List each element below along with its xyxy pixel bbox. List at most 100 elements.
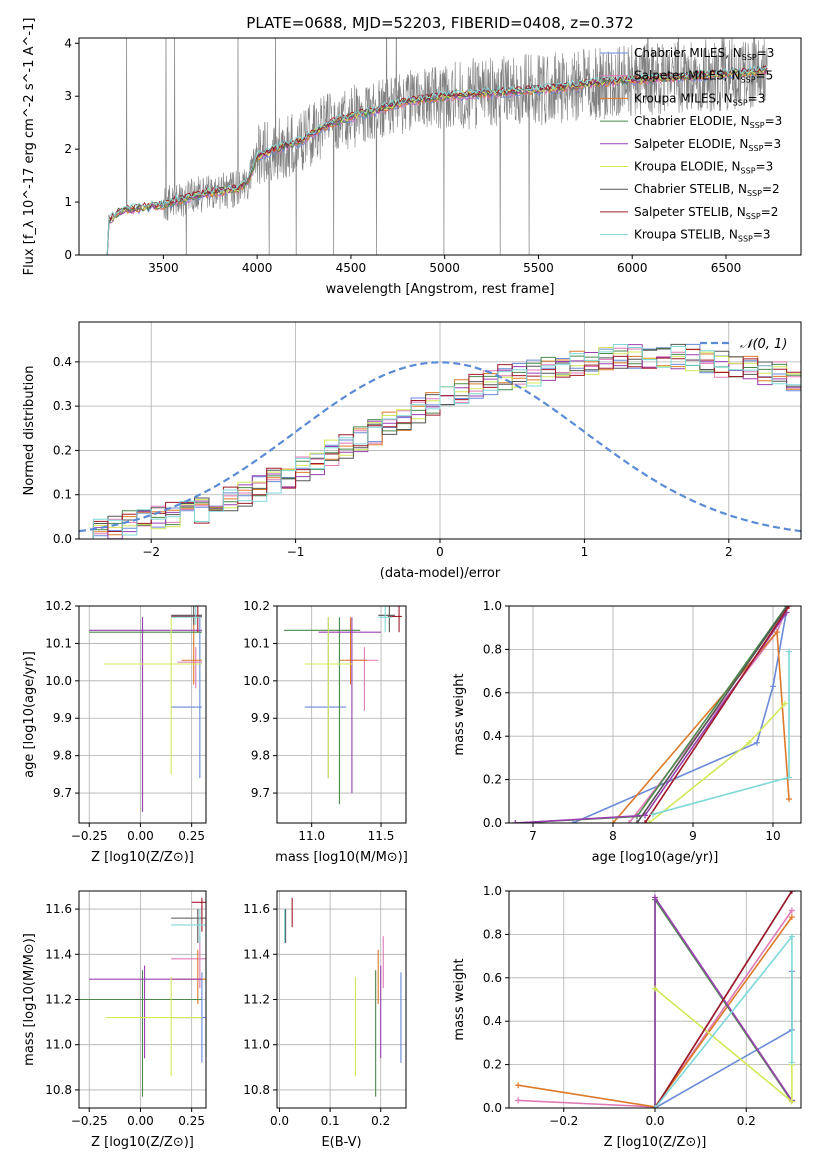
mass_weight_vs_age-panel: 7 8 9 10 0.0 0.2 0.4 0.6 0.8 1.0 age [log10(age/yr…	[452, 599, 802, 865]
y-tick-label: 11.6	[243, 902, 270, 916]
legend-label-kroupa_stelib: Kroupa STELIB, NSSP=3	[634, 228, 771, 244]
x-tick-label: 6000	[617, 261, 648, 275]
y-tick-label: 0.2	[483, 1058, 502, 1072]
y-tick-label: 9.8	[53, 749, 72, 763]
legend-label-kroupa_elodie: Kroupa ELODIE, NSSP=3	[634, 160, 773, 176]
mass_weight_vs_age-plot-area	[512, 606, 792, 823]
model-spectrum-salpeter_miles	[106, 69, 768, 255]
legend-subscript: SSP	[742, 53, 757, 62]
x-tick-label: −0.2	[549, 1114, 578, 1128]
y-tick-label: 10.1	[243, 636, 270, 650]
legend-count: =3	[765, 114, 783, 128]
age_vs_Z-panel: −0.25 0.00 0.25 9.7 9.8 9.9 10.0 10.1 10.2 Z [log…	[22, 599, 207, 865]
y-tick-label: 0.4	[53, 355, 72, 369]
legend-text: Salpeter MILES, N	[634, 69, 741, 83]
y-tick-label: 10.0	[45, 674, 72, 688]
legend-count: =3	[753, 228, 771, 242]
y-tick-label: 9.9	[251, 711, 270, 725]
y-axis-label: mass [log10(M/M⊙)]	[22, 933, 37, 1066]
y-tick-label: 11.4	[243, 947, 270, 961]
y-tick-label: 0.3	[53, 399, 72, 413]
mass-weight-marker-kroupa_stelib	[786, 648, 792, 655]
mass-weight-marker-kroupa_stelib	[650, 811, 656, 818]
x-tick-label: 11.0	[298, 829, 325, 843]
x-tick-label: 3500	[148, 261, 179, 275]
legend-count: =3	[748, 91, 766, 105]
mass-weight-marker-salpeter_stelib	[642, 820, 648, 823]
legend-subscript: SSP	[747, 189, 762, 198]
y-tick-label: 9.8	[251, 749, 270, 763]
y-tick-label: 10.8	[243, 1083, 270, 1097]
legend-count: =2	[761, 205, 779, 219]
mass-weight-marker-chabrier_miles	[570, 820, 576, 823]
legend-count: =3	[756, 160, 774, 174]
mass-weight-marker-kroupa_elodie	[646, 820, 652, 823]
y-tick-label: 9.7	[53, 786, 72, 800]
mass-weight-marker-chabrier_miles	[754, 739, 760, 746]
legend-label-normal: 𝒩(0, 1)	[740, 337, 787, 352]
mass_vs_Z-plot-area	[79, 897, 206, 1097]
legend-subscript: SSP	[741, 167, 756, 176]
axes-frame	[276, 605, 407, 824]
mass-weight-line-chabrier_miles	[572, 606, 789, 823]
y-tick-label: 0.2	[483, 773, 502, 787]
mass-weight-marker-kroupa_stelib	[788, 1059, 795, 1066]
y-tick-label: 0.8	[483, 927, 502, 941]
y-tick-label: 1.0	[483, 599, 502, 613]
legend-count: =5	[756, 69, 774, 83]
mass-weight-marker-salpeter_miles	[788, 907, 795, 914]
x-tick-label: −2	[142, 545, 160, 559]
mass-weight-marker-kroupa_stelib	[786, 774, 792, 781]
mass-weight-marker-kroupa_elodie	[788, 1098, 795, 1105]
residuals-panel: −2 −1 0 1 2 0.0 0.1 0.2 0.3 0.4 (data-model)/error…	[22, 321, 802, 581]
y-axis-label: age [log10(age/yr)]	[22, 651, 37, 778]
mass_vs_Z-panel: −0.25 0.00 0.25 10.8 11.0 11.2 11.4 11.6 Z [log1…	[22, 890, 207, 1150]
x-tick-label: 5500	[523, 261, 554, 275]
normal-curve	[79, 361, 801, 533]
mass-weight-line-kroupa_stelib	[652, 651, 790, 816]
legend-label-chabrier_miles: Chabrier MILES, NSSP=3	[634, 46, 774, 62]
mass-weight-line-salpeter_stelib	[654, 891, 793, 1108]
x-tick-label: 1	[581, 545, 589, 559]
mass-weight-marker-kroupa_elodie	[652, 985, 658, 992]
x-axis-label: age [log10(age/yr)]	[592, 850, 719, 865]
y-tick-label: 11.0	[243, 1038, 270, 1052]
legend-text: Kroupa STELIB, N	[634, 228, 738, 242]
histogram-salpeter_stelib	[79, 348, 801, 539]
legend-text: Chabrier STELIB, N	[634, 182, 747, 196]
mass-weight-marker-kroupa_elodie	[782, 700, 788, 707]
legend-text: Kroupa ELODIE, N	[634, 160, 741, 174]
x-tick-label: −0.25	[71, 829, 108, 843]
x-tick-label: 10	[765, 829, 780, 843]
model-spectrum-salpeter_stelib	[106, 65, 768, 255]
y-tick-label: 0.6	[483, 971, 502, 985]
y-axis-label: mass weight	[452, 673, 467, 755]
mass_vs_EBV-plot-area	[284, 897, 402, 1097]
y-tick-label: 0.6	[483, 686, 502, 700]
mass-weight-marker-kroupa_miles	[788, 914, 795, 921]
x-tick-label: 4500	[336, 261, 367, 275]
y-tick-label: 9.7	[251, 786, 270, 800]
mass-weight-line-chabrier_miles	[654, 971, 793, 1108]
y-tick-label: 10.2	[243, 599, 270, 613]
x-tick-label: 0.0	[270, 1114, 289, 1128]
mass-weight-line-salpeter_elodie	[515, 612, 788, 823]
mass-weight-line-chabrier_stelib	[636, 606, 789, 823]
mass-weight-line-salpeter_stelib	[644, 606, 790, 823]
x-tick-label: 7	[529, 829, 537, 843]
age_vs_mass-panel: 11.0 11.5 9.7 9.8 9.9 10.0 10.1 10.2 mass [log10…	[243, 599, 408, 865]
x-tick-label: 6500	[711, 261, 742, 275]
x-tick-label: 11.5	[368, 829, 395, 843]
model-spectrum-kroupa_stelib	[106, 65, 768, 255]
x-axis-label: E(B-V)	[321, 1135, 361, 1150]
spectrum-panel: 3500 4000 4500 5000 5500 6000 6500 0 1 2 3 4 wavelen…	[22, 18, 802, 297]
y-tick-label: 0.0	[53, 532, 72, 546]
legend-text: Salpeter ELODIE, N	[634, 137, 748, 151]
legend-text: Kroupa MILES, N	[634, 91, 733, 105]
legend-subscript: SSP	[733, 98, 748, 107]
x-tick-label: 0.2	[737, 1114, 756, 1128]
mass_weight_vs_Z-plot-area	[515, 891, 795, 1108]
legend-label-salpeter_miles: Salpeter MILES, NSSP=5	[634, 69, 773, 85]
age_vs_mass-plot-area	[283, 606, 402, 805]
mass-weight-line-kroupa_stelib	[654, 934, 793, 1108]
